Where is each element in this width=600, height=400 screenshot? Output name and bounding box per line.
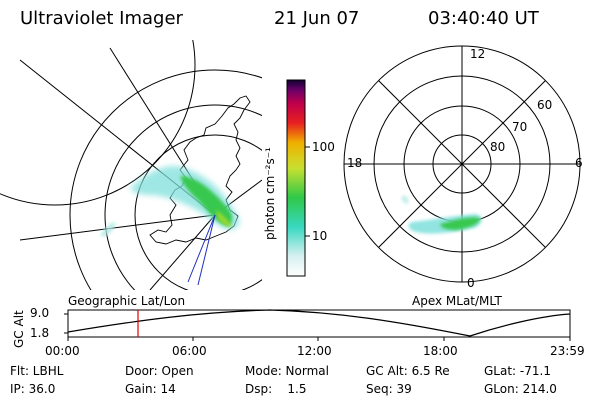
colorbar-label-10: 10 xyxy=(312,229,328,243)
aurora-polar xyxy=(401,195,482,234)
apex-caption: Apex MLat/MLT xyxy=(412,294,502,308)
mlt-label-12: 12 xyxy=(470,47,486,61)
x-label-0000: 00:00 xyxy=(45,344,80,358)
time-label: 03:40:40 UT xyxy=(428,8,539,29)
geo-lat-circle-outer xyxy=(0,40,196,206)
geo-meridian-3 xyxy=(19,214,216,241)
geo-lat-circle-2 xyxy=(104,104,262,290)
geo-lat-circle-3 xyxy=(134,134,262,290)
mlt-label-0: 0 xyxy=(467,276,475,290)
aurora-geographic xyxy=(100,166,240,237)
info-filter: Flt: LBHL xyxy=(10,364,64,378)
mlt-label-18: 18 xyxy=(347,156,363,170)
instrument-title: Ultraviolet Imager xyxy=(20,8,183,29)
y-label-9: 9.0 xyxy=(30,306,50,320)
gc-alt-axis-title: GC Alt xyxy=(12,310,26,348)
mlt-label-6: 6 xyxy=(575,156,583,170)
timeline-panel xyxy=(64,309,571,341)
polar-plot xyxy=(343,45,581,283)
x-label-1800: 18:00 xyxy=(423,344,458,358)
date-label: 21 Jun 07 xyxy=(274,8,360,29)
colorbar-label-100: 100 xyxy=(312,140,335,154)
info-gc-alt: GC Alt: 6.5 Re xyxy=(366,364,450,378)
lat-label-80: 80 xyxy=(490,140,506,154)
x-label-1200: 12:00 xyxy=(297,344,332,358)
info-glat: GLat: -71.1 xyxy=(484,364,551,378)
polar-diagonal-2 xyxy=(369,71,555,257)
info-glon: GLon: 214.0 xyxy=(484,382,557,396)
colorbar-unit-label: photon cm⁻²s⁻¹ xyxy=(263,147,277,240)
geo-meridian-4 xyxy=(149,214,216,290)
altitude-curve xyxy=(67,309,571,337)
footpoint-line-1 xyxy=(187,214,216,283)
info-gain: Gain: 14 xyxy=(125,382,176,396)
lat-label-70: 70 xyxy=(512,120,528,134)
info-door: Door: Open xyxy=(125,364,194,378)
colorbar xyxy=(286,79,306,277)
x-label-2359: 23:59 xyxy=(550,344,585,358)
info-dsp: Dsp: 1.5 xyxy=(245,382,307,396)
timeline-frame xyxy=(67,309,571,338)
info-ip: IP: 36.0 xyxy=(10,382,56,396)
info-seq: Seq: 39 xyxy=(366,382,412,396)
geo-lat-circle-1 xyxy=(69,69,262,290)
lat-label-60: 60 xyxy=(537,98,553,112)
footpoint-line-2 xyxy=(197,214,216,286)
info-mode: Mode: Normal xyxy=(245,364,329,378)
geo-caption: Geographic Lat/Lon xyxy=(68,294,186,308)
y-label-1.8: 1.8 xyxy=(30,326,50,340)
x-label-0600: 06:00 xyxy=(172,344,207,358)
